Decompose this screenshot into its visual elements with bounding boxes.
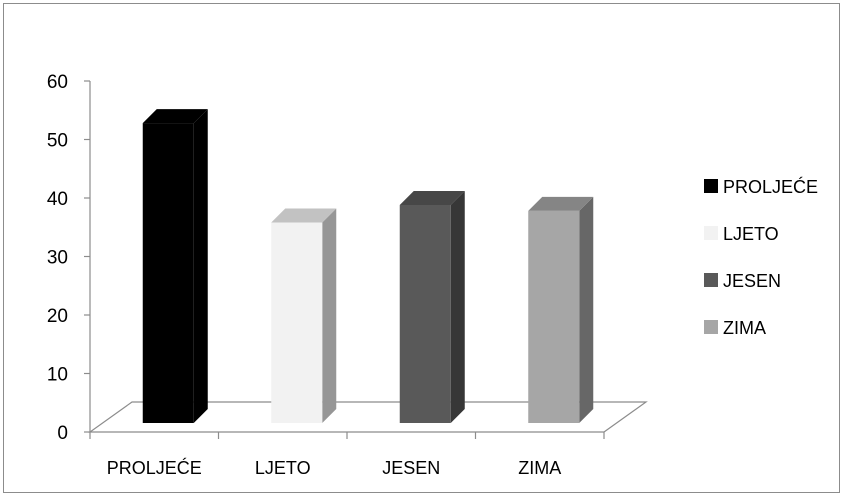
bar-top-face <box>142 109 208 124</box>
legend-label: ZIMA <box>723 318 766 338</box>
y-tick-label: 40 <box>47 189 68 210</box>
chart-floor <box>88 401 648 433</box>
bar-side-face <box>322 208 337 423</box>
bar-front-face <box>528 210 580 423</box>
bar <box>528 196 594 423</box>
legend-swatch <box>704 320 718 334</box>
bar-side-face <box>579 196 594 423</box>
bar-side-face <box>193 109 208 423</box>
bar-front-face <box>271 222 323 423</box>
x-axis-group: PROLJEĆE LJETO JESEN ZIMA <box>89 432 605 478</box>
y-tick-label: 60 <box>47 72 68 93</box>
y-axis-group: 0 10 20 30 40 50 60 <box>47 72 91 444</box>
legend-item: PROLJEĆE <box>704 176 818 197</box>
legend: PROLJEĆE LJETO JESEN ZIMA <box>704 176 818 338</box>
bar <box>142 109 208 423</box>
x-tick-label: LJETO <box>255 458 311 478</box>
chart-floor-group <box>88 401 648 433</box>
x-tick-label: PROLJEĆE <box>107 457 202 478</box>
x-tick-label: ZIMA <box>518 458 561 478</box>
legend-swatch <box>704 273 718 287</box>
bar <box>399 191 465 423</box>
legend-item: LJETO <box>704 224 779 244</box>
legend-item: JESEN <box>704 271 781 291</box>
bar-front-face <box>399 205 451 423</box>
legend-label: PROLJEĆE <box>723 176 818 197</box>
legend-label: LJETO <box>723 224 779 244</box>
legend-swatch <box>704 226 718 240</box>
bar <box>271 208 337 423</box>
y-tick-label: 50 <box>47 131 68 152</box>
bars-group <box>142 109 594 423</box>
bar-top-face <box>271 208 337 223</box>
bar-top-face <box>528 196 594 211</box>
y-tick-label: 10 <box>47 365 68 386</box>
y-tick-label: 20 <box>47 306 68 327</box>
legend-swatch <box>704 179 718 193</box>
y-tick-label: 0 <box>57 423 68 444</box>
bar-top-face <box>399 191 465 205</box>
bar-side-face <box>450 191 465 423</box>
legend-item: ZIMA <box>704 318 766 338</box>
x-tick-label: JESEN <box>382 458 440 478</box>
y-tick-label: 30 <box>47 248 68 269</box>
legend-label: JESEN <box>723 271 781 291</box>
bar-front-face <box>142 123 194 423</box>
